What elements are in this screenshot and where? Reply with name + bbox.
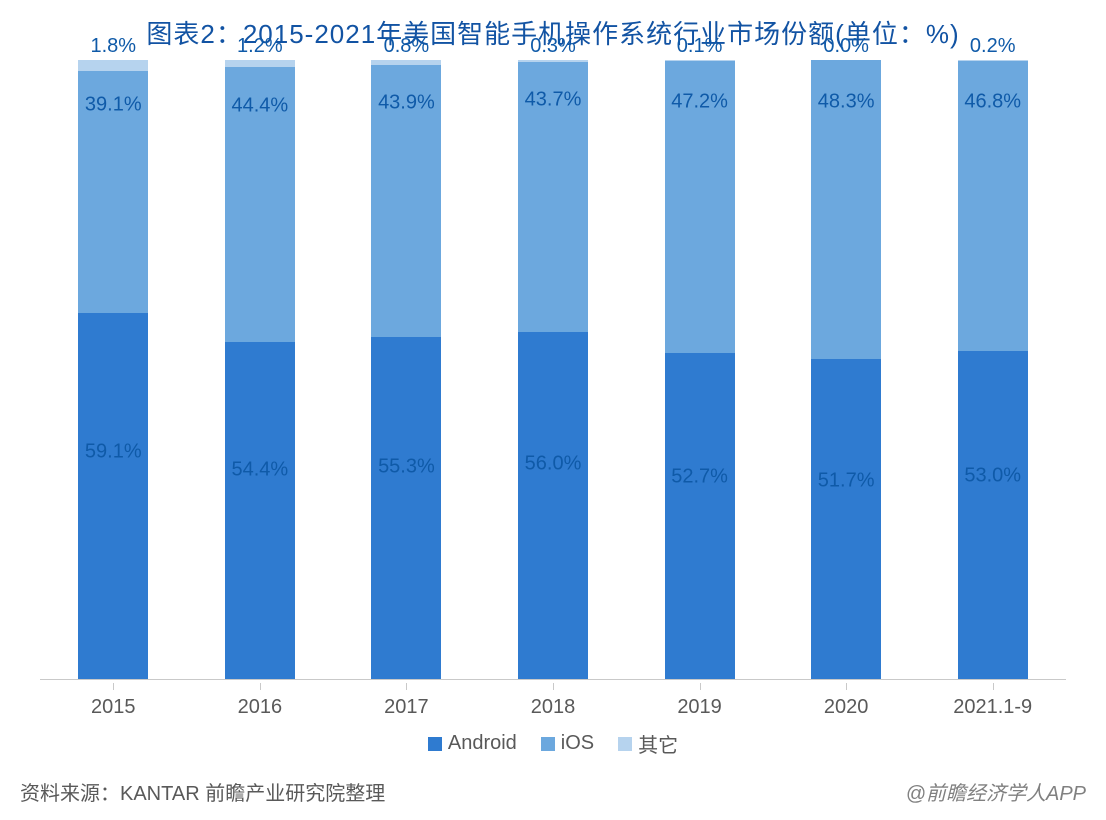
bar-segment: 43.7% xyxy=(518,62,588,333)
x-axis-tick xyxy=(406,683,407,690)
bar-segment: 44.4% xyxy=(225,67,295,342)
bar-segment: 0.3% xyxy=(518,60,588,62)
value-label: 44.4% xyxy=(231,94,288,117)
x-axis-label: 2021.1-9 xyxy=(928,696,1058,719)
value-label: 1.8% xyxy=(90,35,136,58)
bar-segment: 51.7% xyxy=(811,359,881,679)
bar-segment: 53.0% xyxy=(958,351,1028,679)
x-axis-tick xyxy=(993,683,994,690)
legend-item: iOS xyxy=(541,732,594,755)
value-label: 0.8% xyxy=(384,35,430,58)
bar-segment: 43.9% xyxy=(371,65,441,337)
legend-label: 其它 xyxy=(638,729,678,758)
bar-segment: 59.1% xyxy=(78,313,148,679)
value-label: 59.1% xyxy=(85,441,142,464)
x-axis-label: 2016 xyxy=(195,696,325,719)
value-label: 0.0% xyxy=(823,35,869,58)
bar-segment: 0.2% xyxy=(958,60,1028,61)
value-label: 47.2% xyxy=(671,90,728,113)
legend-label: Android xyxy=(448,732,517,755)
bar-group: 56.0% 43.7% 0.3% xyxy=(518,60,588,679)
value-label: 39.1% xyxy=(85,94,142,117)
legend: Android iOS 其它 xyxy=(0,729,1106,758)
bar-group: 54.4% 44.4% 1.2% xyxy=(225,60,295,679)
value-label: 55.3% xyxy=(378,455,435,478)
x-axis-tick xyxy=(846,683,847,690)
bar-segment: 1.2% xyxy=(225,60,295,67)
bar-segment: 47.2% xyxy=(665,61,735,353)
x-axis-tick xyxy=(700,683,701,690)
value-label: 0.1% xyxy=(677,35,723,58)
bar-segment: 55.3% xyxy=(371,337,441,679)
bar-segment: 48.3% xyxy=(811,60,881,359)
value-label: 48.3% xyxy=(818,90,875,113)
legend-label: iOS xyxy=(561,732,594,755)
bar-segment: 52.7% xyxy=(665,353,735,679)
x-axis-label: 2019 xyxy=(635,696,765,719)
x-axis-tick xyxy=(260,683,261,690)
legend-swatch xyxy=(618,737,632,751)
value-label: 54.4% xyxy=(231,459,288,482)
bar-group: 55.3% 43.9% 0.8% xyxy=(371,60,441,679)
x-axis-tick xyxy=(553,683,554,690)
legend-item: Android xyxy=(428,732,517,755)
bar-group: 52.7% 47.2% 0.1% xyxy=(665,60,735,679)
value-label: 53.0% xyxy=(964,464,1021,487)
value-label: 43.7% xyxy=(525,88,582,111)
bar-segment: 54.4% xyxy=(225,342,295,679)
x-axis-label: 2017 xyxy=(341,696,471,719)
value-label: 52.7% xyxy=(671,465,728,488)
value-label: 43.9% xyxy=(378,92,435,115)
legend-swatch xyxy=(541,737,555,751)
bar-segment: 0.1% xyxy=(665,60,735,61)
x-axis-label: 2015 xyxy=(48,696,178,719)
value-label: 51.7% xyxy=(818,469,875,492)
bar-segment: 1.8% xyxy=(78,60,148,71)
value-label: 0.2% xyxy=(970,35,1016,58)
x-axis-labels: 2015 2016 2017 2018 2019 2020 2021.1-9 xyxy=(40,690,1066,720)
attribution-text: @前瞻经济学人APP xyxy=(906,777,1086,806)
value-label: 1.2% xyxy=(237,35,283,58)
plot-area: 59.1% 39.1% 1.8% 54.4% 44.4% 1.2% 55.3% 43.9% 0.… xyxy=(40,60,1066,680)
chart-container: 图表2：2015-2021年美国智能手机操作系统行业市场份额(单位：%) 59.… xyxy=(0,0,1106,820)
bar-segment: 56.0% xyxy=(518,332,588,679)
bar-group: 51.7%48.3%0.0% xyxy=(811,60,881,679)
legend-item: 其它 xyxy=(618,729,678,758)
bar-group: 53.0% 46.8% 0.2% xyxy=(958,60,1028,679)
x-axis-label: 2018 xyxy=(488,696,618,719)
bar-group: 59.1% 39.1% 1.8% xyxy=(78,60,148,679)
value-label: 46.8% xyxy=(964,90,1021,113)
chart-footer: 资料来源：KANTAR 前瞻产业研究院整理 @前瞻经济学人APP xyxy=(20,777,1086,806)
value-label: 0.3% xyxy=(530,35,576,58)
source-text: 资料来源：KANTAR 前瞻产业研究院整理 xyxy=(20,777,385,806)
value-label: 56.0% xyxy=(525,453,582,476)
bar-segment: 46.8% xyxy=(958,61,1028,351)
bar-segment: 39.1% xyxy=(78,71,148,313)
x-axis-label: 2020 xyxy=(781,696,911,719)
x-axis-tick xyxy=(113,683,114,690)
bar-segment: 0.8% xyxy=(371,60,441,65)
legend-swatch xyxy=(428,737,442,751)
